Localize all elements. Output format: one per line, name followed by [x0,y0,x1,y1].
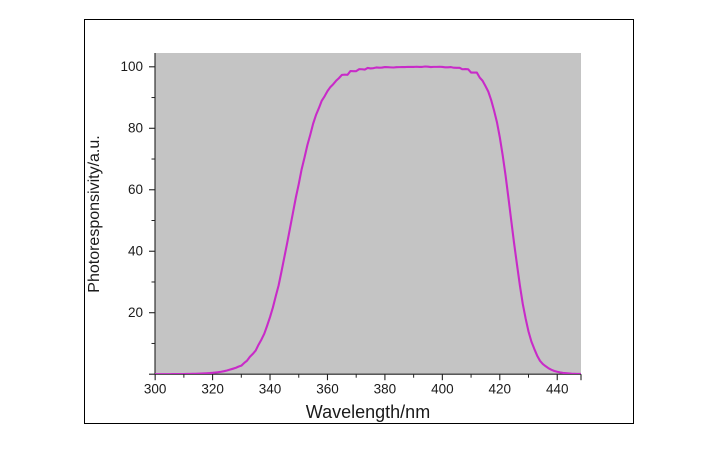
svg-text:300: 300 [144,382,167,397]
svg-text:440: 440 [546,382,569,397]
svg-text:20: 20 [128,305,143,320]
svg-text:340: 340 [259,382,282,397]
svg-text:80: 80 [128,121,143,136]
svg-text:360: 360 [316,382,339,397]
svg-text:100: 100 [120,59,143,74]
svg-text:Photoresponsivity/a.u.: Photoresponsivity/a.u. [86,135,103,292]
svg-text:320: 320 [201,382,224,397]
svg-text:40: 40 [128,244,143,259]
svg-text:400: 400 [431,382,454,397]
svg-text:60: 60 [128,182,143,197]
svg-text:380: 380 [374,382,397,397]
svg-text:Wavelength/nm: Wavelength/nm [306,402,430,422]
svg-text:420: 420 [489,382,512,397]
